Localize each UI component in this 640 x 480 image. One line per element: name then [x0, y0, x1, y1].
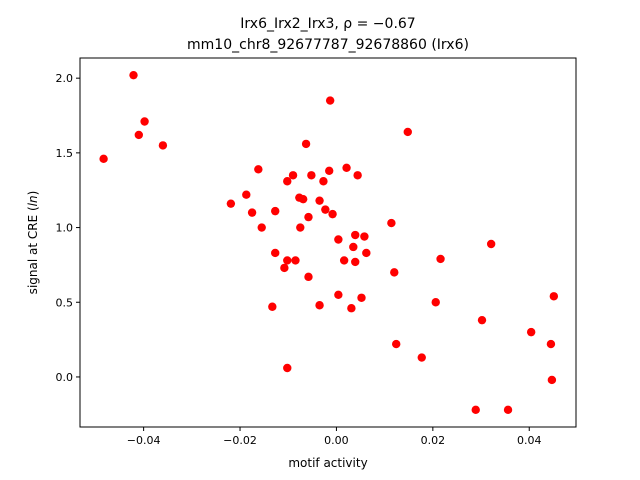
y-axis-label: signal at CRE (ln) — [26, 191, 40, 295]
data-point — [242, 190, 251, 199]
data-point — [226, 199, 236, 208]
data-point — [134, 130, 144, 140]
data-point — [307, 171, 316, 180]
x-axis-label: motif activity — [288, 456, 367, 470]
plot-frame — [79, 57, 577, 428]
data-point — [362, 248, 371, 258]
x-tick-label: 0.00 — [324, 434, 349, 447]
data-point — [471, 405, 480, 415]
data-point — [325, 166, 334, 175]
data-point — [328, 209, 337, 219]
chart-title-line1: Irx6_Irx2_Irx3, ρ = −0.67 — [240, 16, 415, 32]
data-point — [296, 223, 305, 232]
data-points — [99, 70, 559, 415]
chart-title-line2: mm10_chr8_92677787_92678860 (Irx6) — [187, 37, 469, 53]
data-point — [271, 248, 280, 258]
data-point — [353, 171, 362, 180]
data-point — [283, 363, 292, 373]
data-point — [247, 208, 257, 217]
data-point — [291, 256, 300, 265]
data-point — [526, 327, 536, 337]
y-axis-label-suffix: ) — [26, 191, 40, 196]
data-point — [339, 256, 349, 265]
data-point — [417, 353, 426, 362]
data-point — [129, 70, 138, 80]
data-point — [342, 163, 351, 173]
x-tick-label: −0.04 — [127, 434, 161, 447]
data-point — [99, 154, 108, 164]
data-point — [403, 127, 412, 137]
x-tick-label: 0.02 — [421, 434, 446, 447]
data-point — [280, 263, 289, 273]
data-point — [387, 218, 396, 228]
data-point — [325, 96, 335, 105]
data-point — [477, 315, 487, 325]
y-axis-label-prefix: signal at CRE ( — [26, 206, 40, 294]
data-point — [351, 230, 360, 240]
y-axis-label-italic: ln — [26, 195, 40, 206]
data-point — [357, 293, 366, 302]
data-point — [549, 292, 559, 301]
data-point — [298, 194, 308, 204]
data-point — [301, 139, 311, 149]
data-point — [436, 254, 445, 264]
data-point — [254, 165, 263, 174]
data-point — [319, 177, 328, 186]
data-point — [283, 256, 292, 265]
y-tick-label: 0.0 — [56, 371, 74, 384]
data-point — [268, 302, 277, 311]
y-tick-label: 0.5 — [56, 296, 74, 309]
data-point — [334, 290, 343, 299]
data-point — [315, 196, 324, 205]
data-point — [486, 239, 496, 249]
data-point — [546, 339, 556, 349]
data-point — [347, 304, 356, 313]
data-point — [304, 272, 313, 282]
data-point — [392, 339, 401, 349]
data-point — [351, 257, 360, 267]
data-point — [334, 235, 343, 244]
y-tick-label: 1.5 — [56, 147, 74, 160]
data-point — [431, 298, 440, 307]
data-point — [271, 206, 280, 216]
data-point — [257, 223, 266, 232]
data-point — [283, 177, 292, 186]
data-point — [503, 405, 513, 415]
axis-ticks: −0.04 −0.02 0.00 0.02 0.04 0.0 0.5 1.0 1.5 2.0 — [56, 72, 542, 447]
data-point — [390, 268, 399, 277]
data-point — [315, 301, 324, 310]
data-point — [158, 141, 168, 150]
x-tick-label: −0.02 — [223, 434, 257, 447]
data-point — [304, 212, 313, 222]
data-point — [288, 171, 298, 180]
y-tick-label: 2.0 — [56, 72, 74, 85]
data-point — [360, 232, 369, 241]
data-point — [547, 375, 557, 385]
data-point — [321, 205, 330, 214]
data-point — [349, 242, 358, 252]
y-tick-label: 1.0 — [56, 222, 74, 235]
x-tick-label: 0.04 — [517, 434, 542, 447]
data-point — [140, 117, 149, 126]
